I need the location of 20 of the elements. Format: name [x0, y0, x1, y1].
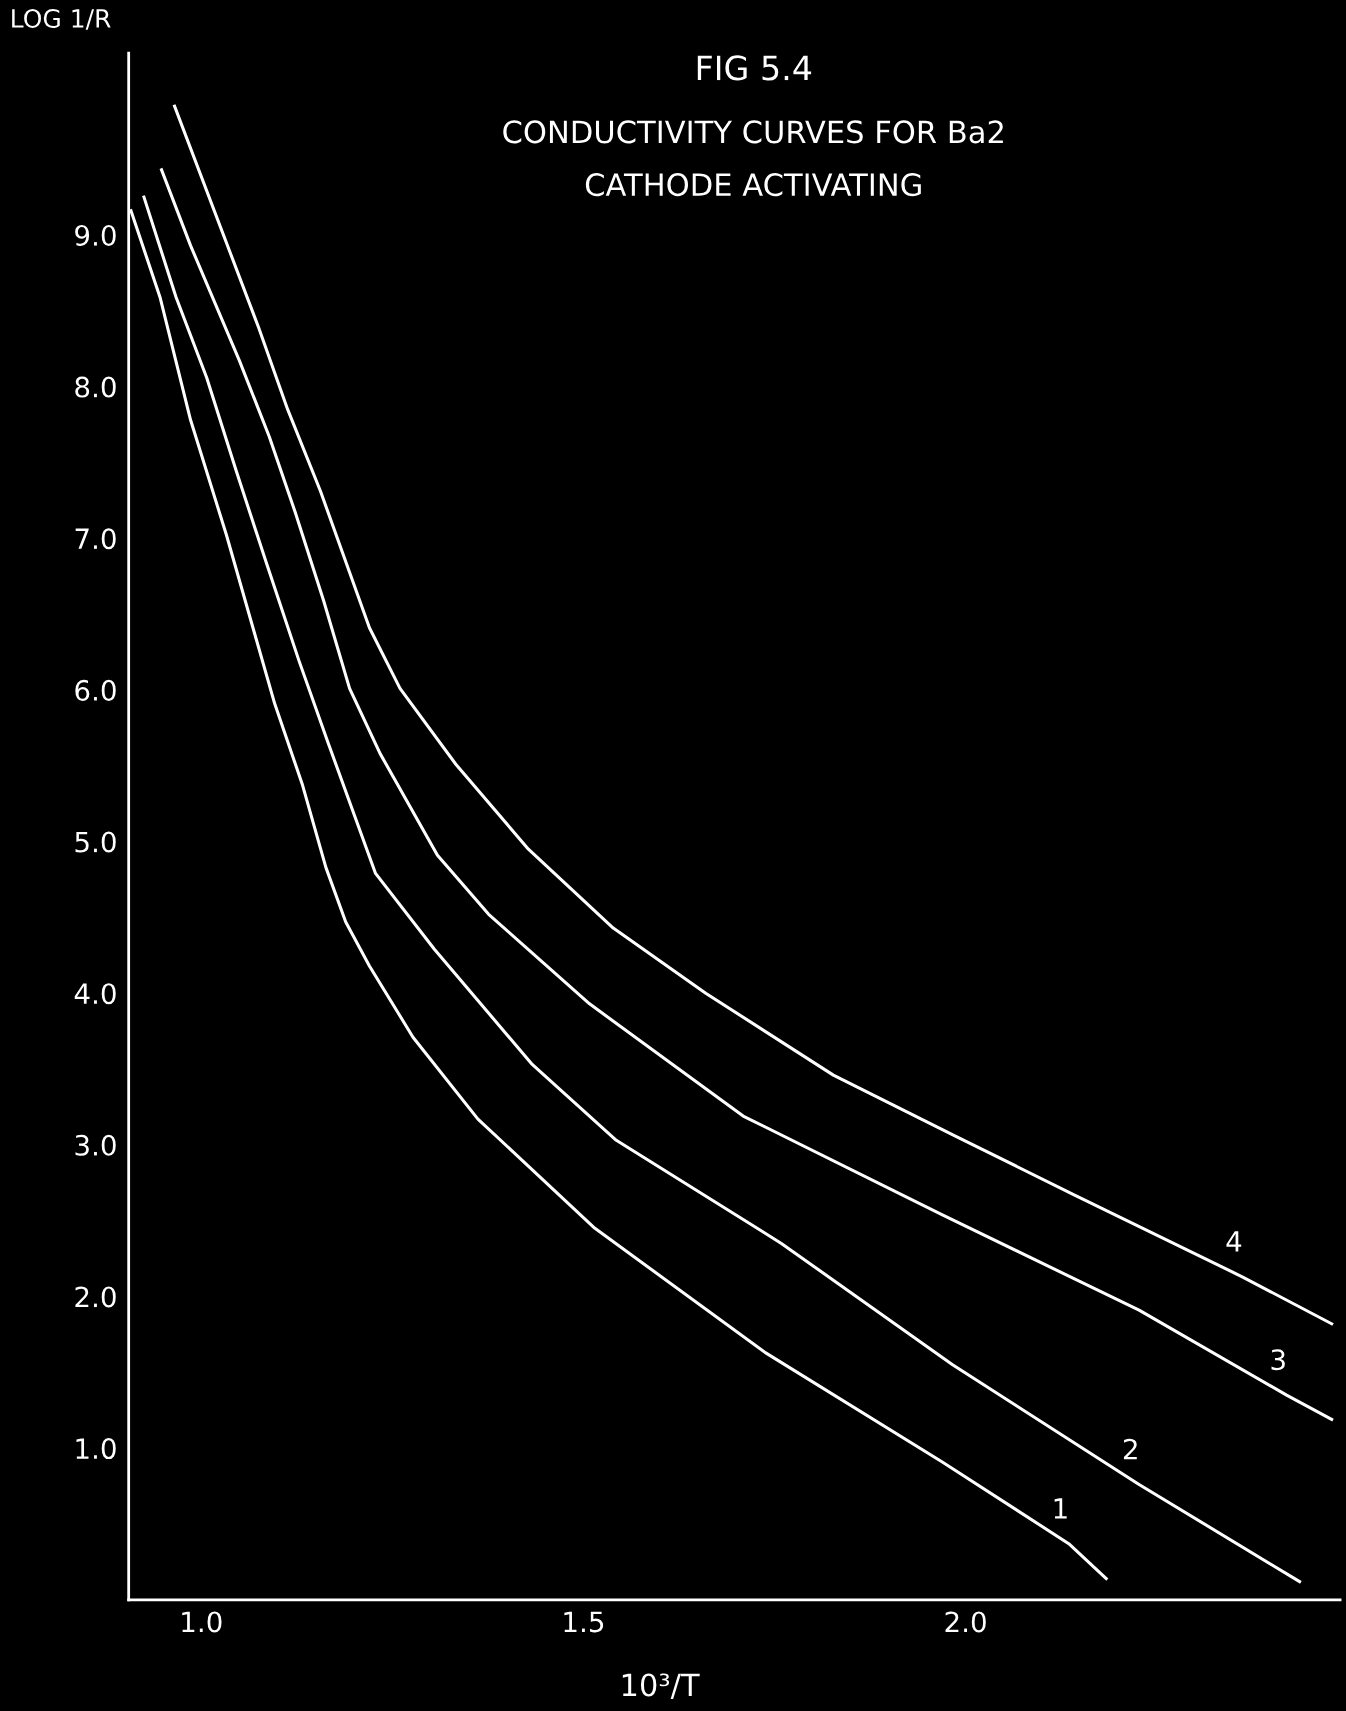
y-tick-label: 9.0: [75, 224, 116, 246]
y-axis-title: LOG 1/R: [12, 9, 111, 30]
series-label: 3: [1271, 1349, 1285, 1371]
x-tick-label: 2.0: [945, 1611, 986, 1633]
y-tick-label: 3.0: [75, 1134, 116, 1156]
series-label: 1: [1054, 1498, 1067, 1519]
y-tick-label: 2.0: [75, 1286, 116, 1308]
series-label: 4: [1226, 1231, 1242, 1252]
y-tick-label: 1.0: [76, 1438, 116, 1460]
x-axis-title: 10³/T: [622, 1673, 700, 1699]
y-tick-label: 5.0: [75, 831, 116, 853]
chart-title: FIG 5.4: [697, 55, 812, 81]
y-tick-label: 6.0: [75, 679, 116, 701]
y-tick-label: 4.0: [74, 983, 116, 1005]
x-tick-label: 1.0: [182, 1611, 222, 1633]
y-tick-label: 8.0: [75, 376, 116, 398]
y-tick-label: 7.0: [75, 528, 116, 550]
series-label: 2: [1123, 1438, 1137, 1460]
x-tick-label: 1.5: [564, 1611, 604, 1633]
text: CONDUCTIVITY CURVES FOR Ba2 CATHODE ACTIVATING: [503, 120, 1003, 197]
